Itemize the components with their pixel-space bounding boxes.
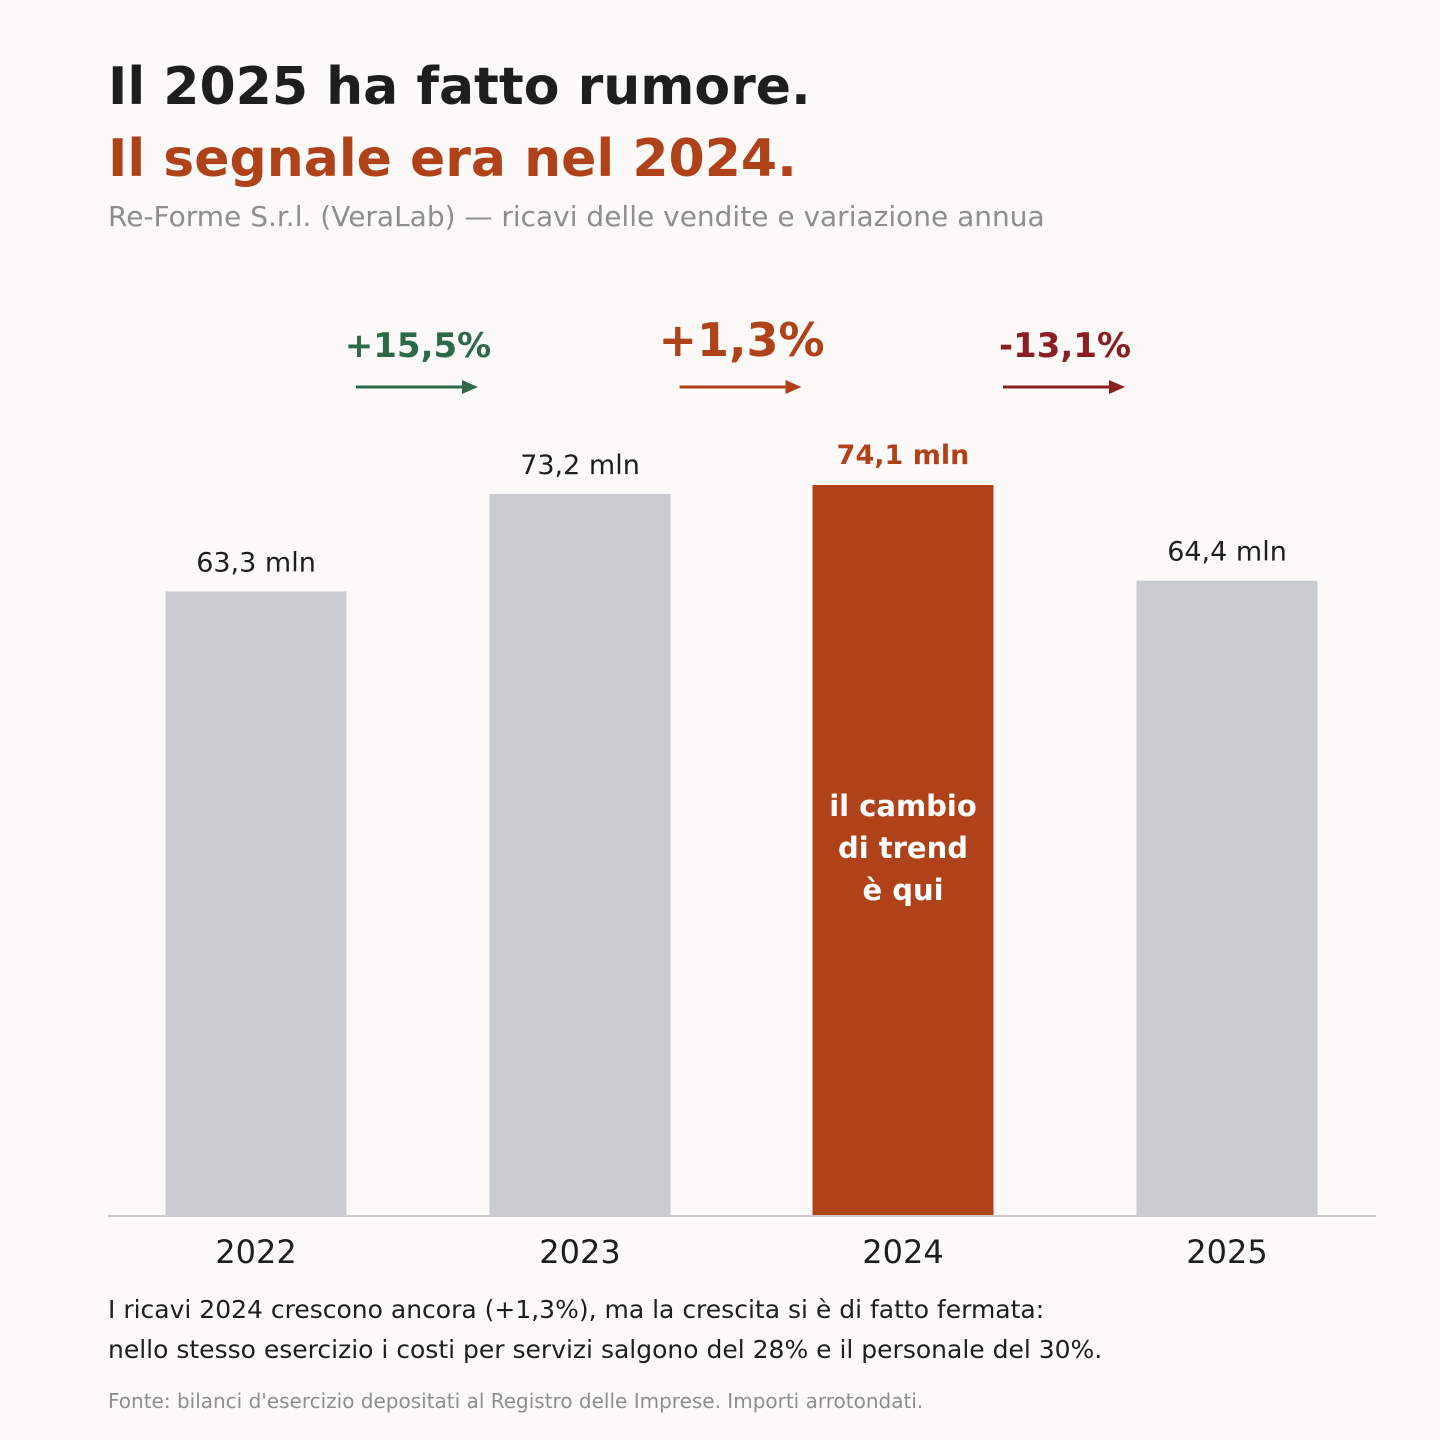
chart-note-line-2: nello stesso esercizio i costi per servi…: [108, 1335, 1103, 1364]
bar-2022: [165, 591, 347, 1216]
chart-note: I ricavi 2024 crescono ancora (+1,3%), m…: [108, 1290, 1102, 1370]
change-arrow-head-1: [462, 380, 478, 394]
change-arrow-head-2: [785, 380, 802, 394]
bar-2023: [489, 493, 671, 1216]
value-label-2024: 74,1 mln: [837, 440, 970, 471]
chart-title: Il 2025 ha fatto rumore.: [108, 57, 811, 117]
bar-2024: [812, 485, 994, 1216]
bar-2025: [1136, 580, 1318, 1216]
x-tick-label-2022: 2022: [215, 1233, 296, 1271]
change-arrow-head-3: [1109, 380, 1125, 394]
x-tick-label-2025: 2025: [1186, 1233, 1267, 1271]
chart-note-line-1: I ricavi 2024 crescono ancora (+1,3%), m…: [108, 1295, 1045, 1324]
chart-source: Fonte: bilanci d'esercizio depositati al…: [108, 1389, 924, 1413]
x-tick-label-2023: 2023: [539, 1233, 620, 1271]
x-tick-label-2024: 2024: [862, 1233, 943, 1271]
value-label-2025: 64,4 mln: [1167, 537, 1287, 568]
highlight-annotation-line-1: il cambio: [829, 789, 977, 823]
value-label-2022: 63,3 mln: [196, 548, 316, 579]
value-label-2023: 73,2 mln: [520, 450, 640, 481]
change-label-1: +15,5%: [345, 326, 491, 366]
change-label-3: -13,1%: [999, 326, 1131, 366]
chart-subtitle: Re-Forme S.r.l. (VeraLab) — ricavi delle…: [108, 200, 1045, 233]
change-label-2: +1,3%: [658, 313, 824, 367]
chart-title-highlight: Il segnale era nel 2024.: [108, 129, 797, 189]
highlight-annotation-line-3: è qui: [862, 873, 943, 907]
highlight-annotation-line-2: di trend: [838, 831, 968, 865]
